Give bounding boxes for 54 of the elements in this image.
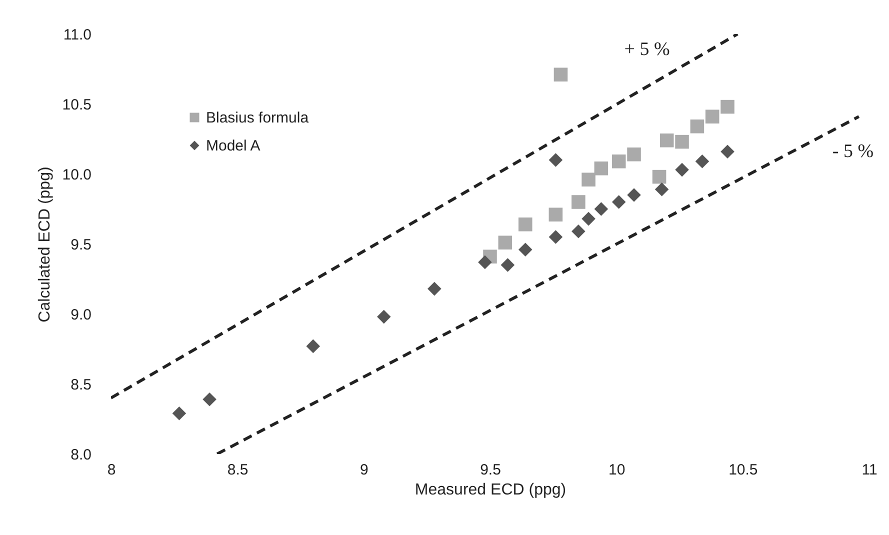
point	[660, 134, 674, 148]
point	[500, 258, 515, 272]
point	[705, 110, 720, 124]
x-axis-title: Measured ECD (ppg)	[414, 482, 566, 498]
point	[582, 212, 596, 226]
x-tick-label: 11	[862, 462, 878, 478]
point	[612, 195, 626, 209]
y-axis-title: Calculated ECD (ppg)	[36, 166, 54, 322]
point	[428, 282, 442, 296]
x-tick-label: 10	[608, 462, 626, 478]
x-tick-label: 9	[360, 462, 368, 478]
y-tick-label: 10.0	[62, 166, 92, 184]
point	[582, 172, 596, 186]
point	[548, 153, 563, 167]
y-tick-label: 11.0	[63, 26, 92, 44]
point	[627, 188, 641, 202]
point	[720, 144, 734, 158]
point	[376, 310, 391, 324]
y-tick-label: 8.5	[70, 376, 92, 394]
annotation: + 5 %	[624, 39, 670, 60]
point	[572, 195, 586, 209]
point	[306, 339, 320, 354]
point	[554, 68, 568, 82]
point	[690, 120, 704, 134]
point	[627, 148, 641, 162]
point	[518, 242, 532, 256]
y-tick-label: 10.5	[62, 96, 92, 114]
y-tick-label: 8.0	[70, 446, 92, 464]
point	[572, 224, 586, 238]
point	[675, 162, 689, 177]
point	[654, 182, 669, 196]
point	[695, 154, 710, 168]
point	[498, 236, 512, 250]
x-tick-label: 9.5	[480, 462, 501, 478]
point	[478, 255, 492, 270]
point	[652, 170, 666, 184]
point	[612, 154, 626, 168]
point	[675, 134, 689, 149]
point	[720, 100, 734, 114]
legend-label: Model A	[206, 138, 260, 154]
point	[518, 218, 532, 232]
point	[202, 392, 216, 406]
point	[594, 202, 608, 216]
point	[548, 208, 563, 222]
x-tick-label: 10.5	[728, 462, 758, 478]
y-tick-label: 9.0	[70, 306, 92, 324]
point	[594, 162, 608, 176]
annotation: - 5 %	[832, 141, 874, 162]
legend-label: Blasius formula	[206, 110, 310, 126]
point	[548, 230, 563, 244]
y-tick-label: 9.5	[70, 236, 92, 254]
point	[172, 406, 186, 420]
x-tick-label: 8.5	[227, 462, 248, 478]
x-tick-label: 8	[107, 462, 116, 478]
